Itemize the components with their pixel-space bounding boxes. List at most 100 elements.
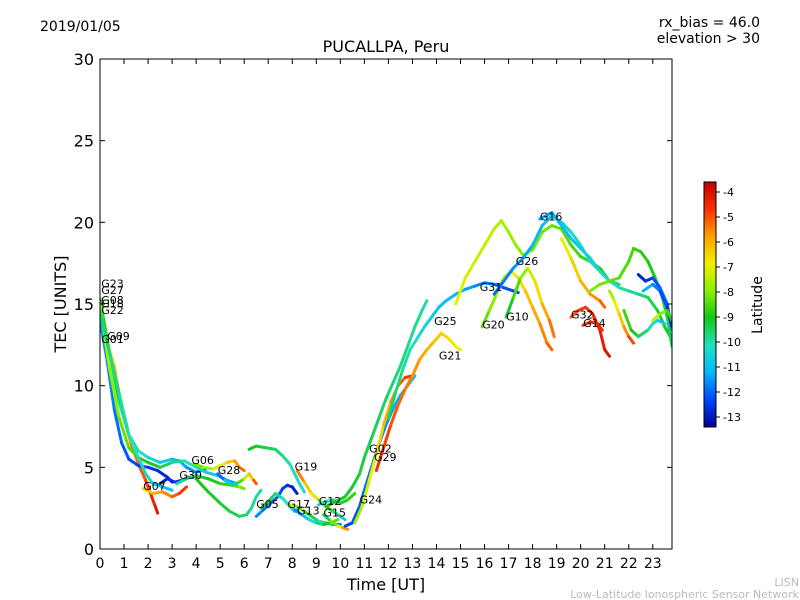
- y-axis: 0 5 10 15 20 25 30: [74, 50, 672, 559]
- series-segment: [636, 328, 650, 339]
- series-segment: [651, 276, 662, 290]
- series-segment: [550, 224, 563, 231]
- series-segment: [430, 305, 441, 319]
- x-tick-label: 8: [288, 556, 297, 572]
- series-line: [608, 289, 636, 345]
- series-segment: [579, 279, 592, 296]
- satellite-label: G27: [101, 284, 124, 297]
- series-segment: [370, 416, 381, 440]
- series-segment: [646, 260, 657, 280]
- series-segment: [112, 408, 124, 445]
- series-segment: [595, 322, 604, 332]
- series-segment: [608, 276, 621, 283]
- series-segment: [194, 474, 210, 481]
- series-segment: [641, 282, 655, 293]
- series-segment: [612, 299, 621, 316]
- satellite-label: G16: [540, 211, 563, 224]
- satellite-label: G05: [256, 498, 279, 511]
- series-segment: [374, 423, 386, 456]
- series-segment: [146, 465, 160, 473]
- series-segment: [341, 526, 350, 531]
- series-segment: [559, 227, 573, 247]
- series-segment: [598, 279, 612, 286]
- x-tick-label: 7: [264, 556, 273, 572]
- series-segment: [391, 364, 402, 384]
- series-segment: [627, 289, 640, 296]
- series-segment: [396, 387, 407, 407]
- x-tick-label: 16: [476, 556, 494, 572]
- series-line: [559, 237, 607, 309]
- colorbar-tick-label: -12: [723, 386, 741, 399]
- series-segment: [514, 243, 525, 257]
- series-segment: [117, 392, 131, 437]
- series-segment: [281, 454, 292, 466]
- series-line: [216, 472, 258, 487]
- x-tick-label: 21: [596, 556, 614, 572]
- series-segment: [658, 289, 669, 309]
- series-line: [454, 219, 609, 306]
- series-segment: [194, 465, 208, 474]
- series-segment: [158, 460, 174, 469]
- series-segment: [151, 482, 164, 489]
- series-segment: [218, 501, 232, 513]
- series-segment: [463, 260, 477, 280]
- series-segment: [249, 495, 258, 510]
- series-segment: [425, 340, 436, 352]
- series-segment: [254, 444, 268, 450]
- series-segment: [540, 214, 554, 228]
- satellite-label: G29: [374, 451, 397, 464]
- series-segment: [413, 309, 424, 329]
- series-segment: [377, 397, 388, 420]
- series-segment: [550, 211, 563, 228]
- x-tick-label: 11: [355, 556, 373, 572]
- satellite-label: G26: [516, 255, 539, 268]
- series-segment: [444, 292, 458, 303]
- colorbar: -4 -5 -6 -7 -8 -9 -10 -11 -12 -13 Latitude: [703, 181, 766, 428]
- series-segment: [358, 488, 366, 509]
- series-segment: [386, 390, 398, 420]
- series-line: [504, 266, 556, 339]
- series-line: [295, 469, 347, 522]
- series-segment: [127, 457, 140, 468]
- series-segment: [483, 227, 496, 247]
- series-segment: [408, 336, 419, 352]
- satellite-label: G31: [480, 281, 503, 294]
- series-segment: [415, 325, 426, 340]
- x-tick-label: 13: [404, 556, 422, 572]
- series-segment: [569, 243, 583, 259]
- x-tick-label: 5: [216, 556, 225, 572]
- series-segment: [583, 305, 595, 316]
- series-segment: [216, 472, 227, 482]
- series-segment: [237, 485, 246, 491]
- series-segment: [533, 279, 544, 306]
- series-segment: [636, 292, 650, 299]
- series-segment: [540, 302, 551, 322]
- series-segment: [588, 292, 602, 303]
- series-segment: [401, 348, 412, 371]
- series-segment: [146, 460, 162, 469]
- colorbar-label: Latitude: [750, 276, 766, 334]
- colorbar-ticks: -4 -5 -6 -7 -8 -9 -10 -11 -12 -13: [716, 186, 741, 424]
- series-segment: [266, 491, 277, 504]
- series-segment: [269, 495, 280, 505]
- series-segment: [384, 380, 395, 401]
- series-segment: [185, 474, 198, 481]
- y-tick-label: 5: [84, 458, 94, 477]
- series-segment: [499, 219, 511, 234]
- series-segment: [324, 500, 338, 509]
- series-segment: [509, 269, 520, 280]
- series-segment: [636, 273, 648, 283]
- series-line: [100, 309, 174, 492]
- series-segment: [353, 505, 364, 525]
- series-segment: [144, 472, 155, 486]
- satellite-label: G10: [506, 310, 529, 323]
- x-tick-label: 1: [120, 556, 129, 572]
- x-tick-label: 19: [548, 556, 566, 572]
- series-segment: [343, 485, 354, 499]
- series-segment: [108, 351, 121, 396]
- series-segment: [540, 224, 554, 234]
- series-line: [538, 211, 672, 342]
- series-segment: [394, 367, 405, 394]
- y-tick-label: 20: [74, 213, 94, 232]
